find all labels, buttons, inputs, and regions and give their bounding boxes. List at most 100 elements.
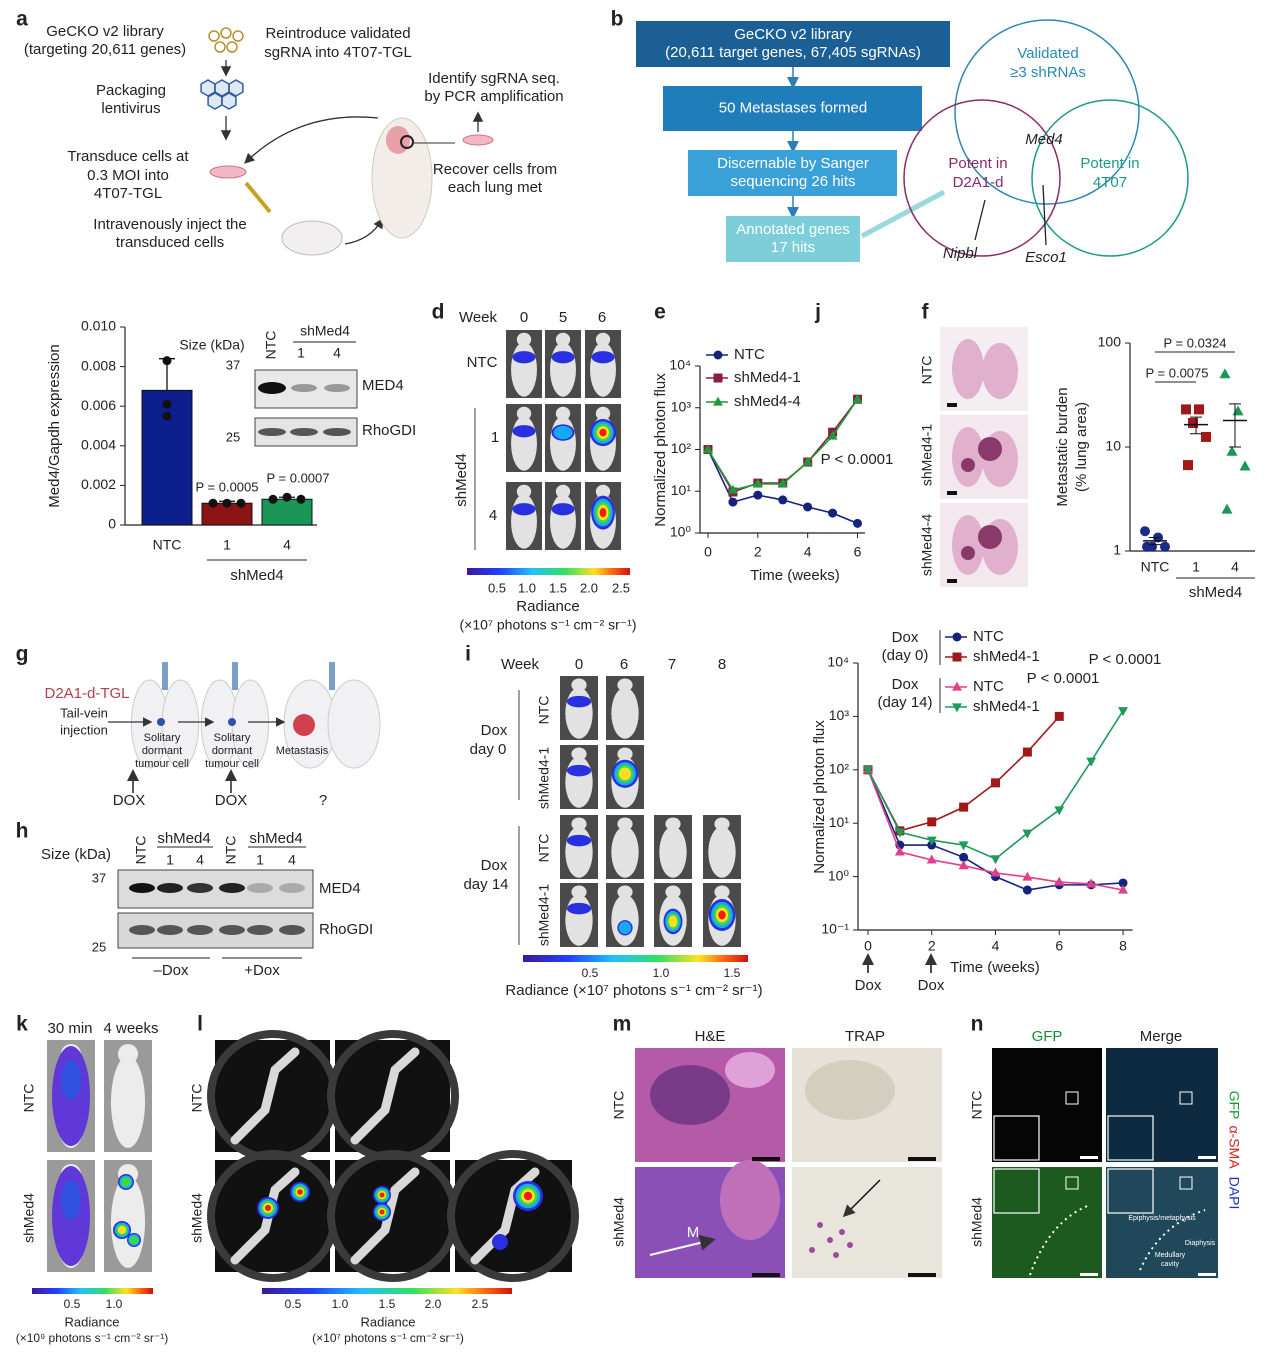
label: shMed4 bbox=[611, 1197, 627, 1247]
label: Size (kDa) bbox=[41, 846, 111, 863]
scale-bar bbox=[908, 1273, 936, 1277]
signal bbox=[523, 1191, 533, 1201]
metastasis bbox=[293, 714, 315, 736]
label: DOX bbox=[113, 792, 146, 809]
label: NTC bbox=[919, 356, 935, 385]
scale-bar bbox=[752, 1157, 780, 1161]
dish bbox=[462, 134, 494, 146]
signal bbox=[668, 915, 678, 928]
mouse bbox=[516, 406, 532, 421]
label: Recover cells from bbox=[433, 161, 557, 178]
label: Nipbl bbox=[943, 245, 978, 262]
label: TRAP bbox=[845, 1028, 885, 1045]
label: shMed4-1 bbox=[536, 884, 552, 946]
marker bbox=[1160, 541, 1170, 552]
y-tick-label: 10⁴ bbox=[669, 357, 691, 373]
marker bbox=[959, 802, 969, 812]
bar bbox=[261, 498, 313, 526]
label: Week bbox=[459, 309, 498, 326]
y-tick-label: 10² bbox=[671, 440, 692, 456]
marker bbox=[752, 478, 763, 488]
label: Reintroduce validated bbox=[265, 25, 410, 42]
mouse bbox=[555, 484, 571, 499]
scale-bar bbox=[947, 579, 957, 583]
scale-bar bbox=[1080, 1273, 1098, 1276]
arrow bbox=[244, 116, 379, 164]
mouse bbox=[281, 220, 343, 256]
marker bbox=[1118, 707, 1128, 717]
signal bbox=[264, 1204, 272, 1212]
label: NTC bbox=[223, 836, 239, 865]
marker bbox=[990, 867, 1001, 877]
y-tick-label: 10⁴ bbox=[827, 654, 849, 670]
marker bbox=[852, 393, 863, 403]
signal bbox=[566, 695, 592, 708]
annotation: P = 0.0075 bbox=[1145, 365, 1208, 380]
label: shMed4 bbox=[453, 453, 470, 506]
series-line bbox=[707, 398, 859, 491]
rule bbox=[649, 1235, 716, 1256]
legend-group: (day 14) bbox=[877, 694, 932, 711]
marker bbox=[1118, 878, 1128, 888]
mouse bbox=[617, 747, 633, 761]
legend-label: NTC bbox=[973, 628, 1004, 645]
signal bbox=[120, 1176, 132, 1188]
mouse bbox=[595, 406, 611, 421]
label: 37 bbox=[226, 357, 240, 372]
y-tick-label: 0.010 bbox=[81, 318, 116, 334]
label: 25 bbox=[92, 939, 106, 954]
label: M bbox=[687, 1224, 700, 1241]
marker bbox=[991, 778, 1000, 788]
signal bbox=[566, 834, 592, 847]
y-tick-label: 1 bbox=[1113, 542, 1121, 558]
label: Week bbox=[501, 656, 540, 673]
legend-group: Dox bbox=[892, 629, 919, 646]
label: D2A1-d bbox=[953, 174, 1004, 191]
marker bbox=[828, 508, 838, 518]
label: DAPI bbox=[1226, 1177, 1242, 1210]
colorbar bbox=[262, 1288, 512, 1294]
label: (×10⁷ photons s⁻¹ cm⁻² sr⁻¹) bbox=[460, 617, 637, 633]
marker bbox=[927, 817, 937, 827]
marker bbox=[728, 497, 738, 507]
metastasis bbox=[978, 437, 1002, 461]
label: H&E bbox=[695, 1028, 726, 1045]
band bbox=[219, 925, 245, 935]
signal bbox=[553, 425, 573, 440]
label: ? bbox=[319, 792, 327, 809]
box-text: Annotated genes bbox=[736, 221, 849, 238]
scale-bar bbox=[908, 1157, 936, 1161]
marker bbox=[713, 373, 723, 383]
label: day 14 bbox=[463, 876, 508, 893]
virus bbox=[221, 92, 237, 110]
label: Esco1 bbox=[1025, 249, 1067, 266]
label: Validated bbox=[1017, 45, 1078, 62]
signal bbox=[551, 503, 575, 516]
inset bbox=[1107, 1115, 1154, 1161]
signal bbox=[599, 428, 607, 437]
signal bbox=[492, 1234, 508, 1250]
legend-group: (day 0) bbox=[882, 647, 929, 664]
label: RhoGDI bbox=[362, 422, 416, 439]
marker bbox=[1142, 541, 1152, 552]
label: 25 bbox=[226, 429, 240, 444]
label: 1.5 bbox=[549, 580, 567, 595]
error-bar bbox=[1149, 536, 1161, 546]
label: transduced cells bbox=[116, 234, 224, 251]
data-point bbox=[208, 498, 218, 508]
y-tick-label: 10³ bbox=[829, 707, 850, 723]
legend-label: shMed4-1 bbox=[734, 369, 801, 386]
y-axis-label: (% lung area) bbox=[1073, 402, 1090, 492]
label: 1 bbox=[256, 852, 264, 868]
marker bbox=[990, 855, 1001, 865]
label: MED4 bbox=[362, 377, 404, 394]
band bbox=[219, 883, 245, 893]
box-text: 50 Metastases formed bbox=[719, 99, 867, 116]
colorbar bbox=[523, 955, 748, 962]
x-tick-label: 2 bbox=[754, 544, 762, 560]
signal bbox=[512, 425, 536, 438]
y-tick-label: 0 bbox=[108, 516, 116, 532]
data-point bbox=[236, 498, 246, 508]
label: 0.3 MOI into bbox=[87, 167, 169, 184]
